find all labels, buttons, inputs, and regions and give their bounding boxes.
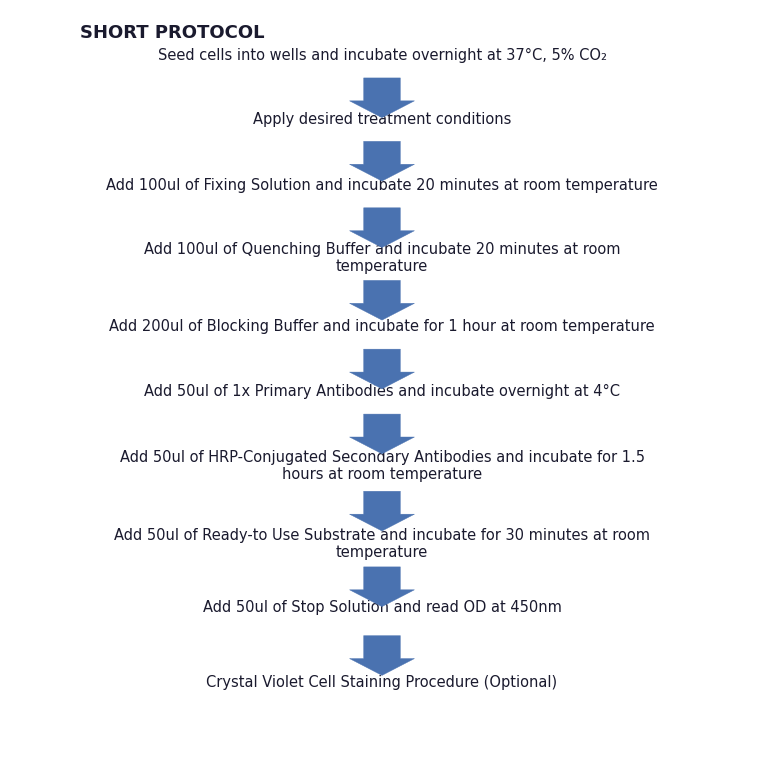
Text: Apply desired treatment conditions: Apply desired treatment conditions [253, 112, 511, 128]
Polygon shape [350, 349, 414, 389]
Polygon shape [350, 280, 414, 320]
Polygon shape [350, 636, 414, 675]
Polygon shape [350, 414, 414, 454]
Text: SHORT PROTOCOL: SHORT PROTOCOL [80, 24, 264, 43]
Text: Add 100ul of Quenching Buffer and incubate 20 minutes at room
temperature: Add 100ul of Quenching Buffer and incuba… [144, 242, 620, 274]
Text: Add 200ul of Blocking Buffer and incubate for 1 hour at room temperature: Add 200ul of Blocking Buffer and incubat… [109, 319, 655, 335]
Polygon shape [350, 141, 414, 181]
Polygon shape [350, 491, 414, 531]
Text: Seed cells into wells and incubate overnight at 37°C, 5% CO₂: Seed cells into wells and incubate overn… [157, 47, 607, 63]
Text: Add 50ul of HRP-Conjugated Secondary Antibodies and incubate for 1.5
hours at ro: Add 50ul of HRP-Conjugated Secondary Ant… [119, 450, 645, 482]
Polygon shape [350, 208, 414, 248]
Polygon shape [350, 567, 414, 607]
Text: Crystal Violet Cell Staining Procedure (Optional): Crystal Violet Cell Staining Procedure (… [206, 675, 558, 690]
Text: Add 50ul of 1x Primary Antibodies and incubate overnight at 4°C: Add 50ul of 1x Primary Antibodies and in… [144, 384, 620, 400]
Polygon shape [350, 78, 414, 118]
Text: Add 50ul of Ready-to Use Substrate and incubate for 30 minutes at room
temperatu: Add 50ul of Ready-to Use Substrate and i… [114, 528, 650, 560]
Text: Add 100ul of Fixing Solution and incubate 20 minutes at room temperature: Add 100ul of Fixing Solution and incubat… [106, 178, 658, 193]
Text: Add 50ul of Stop Solution and read OD at 450nm: Add 50ul of Stop Solution and read OD at… [202, 600, 562, 615]
